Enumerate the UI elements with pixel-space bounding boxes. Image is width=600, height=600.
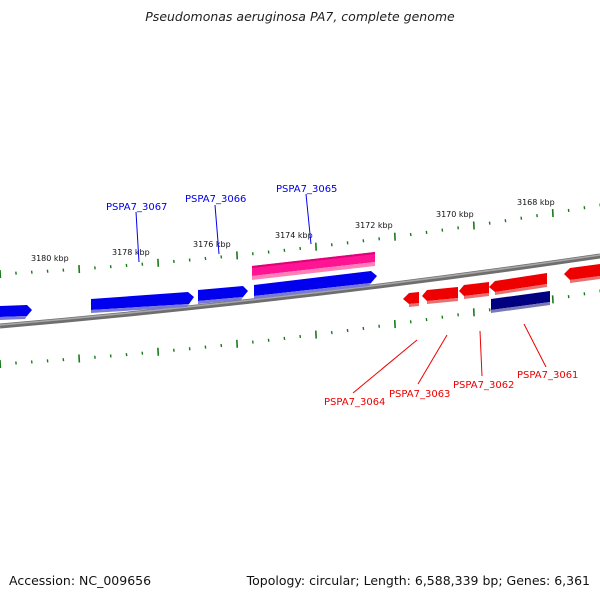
tick-label-3172: 3172 kbp <box>355 221 393 230</box>
leader-PSPA7_3064 <box>352 339 418 394</box>
leader-PSPA7_3062 <box>479 330 483 377</box>
tick-label-3174: 3174 kbp <box>275 231 313 240</box>
gene-label-PSPA7_3061[interactable]: PSPA7_3061 <box>517 370 578 381</box>
gene-arrow[interactable] <box>0 305 32 317</box>
gene-label-PSPA7_3065[interactable]: PSPA7_3065 <box>276 184 337 195</box>
genome-summary-text: Topology: circular; Length: 6,588,339 bp… <box>246 573 590 588</box>
gene-arrow-PSPA7_3064[interactable] <box>403 292 419 304</box>
gene-arrow-PSPA7_3067[interactable] <box>91 292 194 310</box>
gene-arrow-red-edge[interactable] <box>564 264 600 280</box>
gene-arrow-PSPA7_3061[interactable] <box>491 291 550 310</box>
outer-tick-ring <box>0 203 600 279</box>
leader-PSPA7_3065 <box>305 193 312 245</box>
genome-backbone <box>0 253 600 329</box>
reverse-genes <box>403 264 600 313</box>
gene-arrow-PSPA7_3063[interactable] <box>422 287 458 301</box>
tick-label-3168: 3168 kbp <box>517 198 555 207</box>
tick-label-3180: 3180 kbp <box>31 254 69 263</box>
tick-label-3176: 3176 kbp <box>193 240 231 249</box>
gene-label-PSPA7_3062[interactable]: PSPA7_3062 <box>453 380 514 391</box>
gene-arrow-blue-long[interactable] <box>254 271 377 296</box>
gene-label-PSPA7_3064[interactable]: PSPA7_3064 <box>324 397 385 408</box>
tick-label-3170: 3170 kbp <box>436 210 474 219</box>
leader-PSPA7_3061 <box>523 323 547 368</box>
gene-label-PSPA7_3063[interactable]: PSPA7_3063 <box>389 389 450 400</box>
leader-PSPA7_3066 <box>214 204 220 255</box>
accession-text: Accession: NC_009656 <box>9 573 152 588</box>
forward-genes <box>0 252 377 320</box>
gene-arrow-red-long[interactable] <box>489 273 547 292</box>
leader-PSPA7_3067 <box>135 211 140 263</box>
gene-arrow-PSPA7_3062[interactable] <box>459 282 489 296</box>
leader-PSPA7_3063 <box>417 334 448 385</box>
gene-arrow-PSPA7_3065[interactable] <box>252 252 375 276</box>
genome-title: Pseudomonas aeruginosa PA7, complete gen… <box>145 9 455 24</box>
gene-label-PSPA7_3066[interactable]: PSPA7_3066 <box>185 194 246 205</box>
gene-label-PSPA7_3067[interactable]: PSPA7_3067 <box>106 202 167 213</box>
tick-label-3178: 3178 kbp <box>112 248 150 257</box>
gene-arrow-PSPA7_3066[interactable] <box>198 286 248 301</box>
